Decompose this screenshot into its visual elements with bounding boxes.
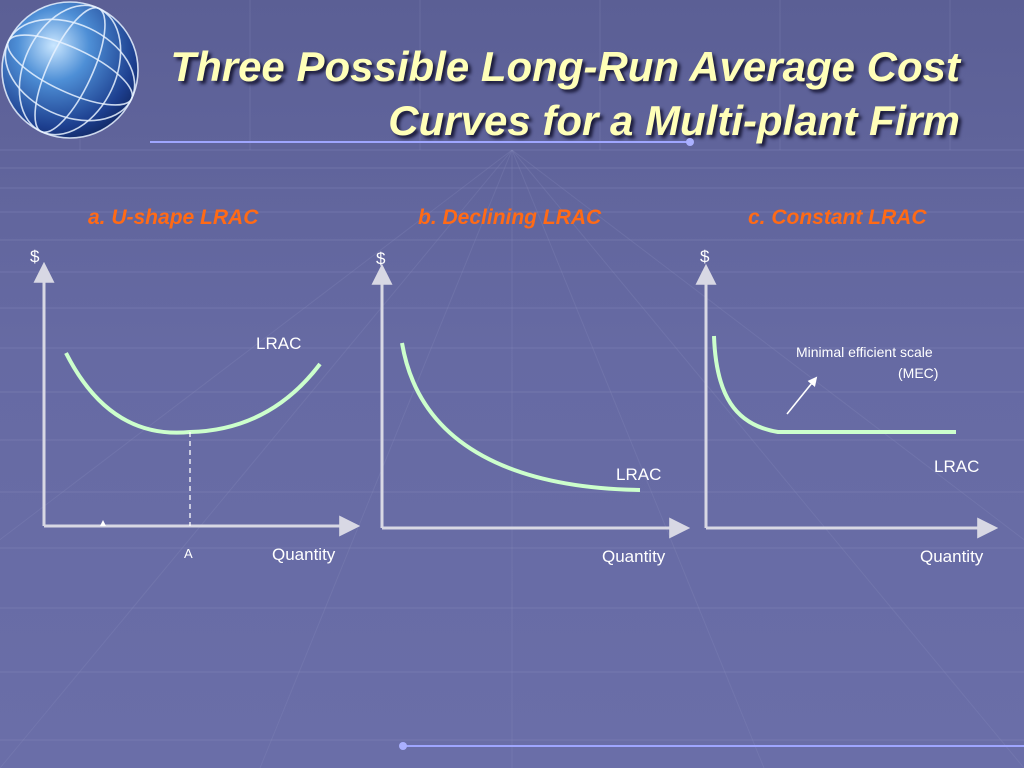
title-line-1: Three Possible Long-Run Average Cost <box>170 43 960 90</box>
panel-a-curve-label: LRAC <box>256 334 301 353</box>
title-line-2: Curves for a Multi-plant Firm <box>388 97 960 144</box>
panel-a-lrac-curve <box>64 352 322 435</box>
panel-b-lrac-curve <box>400 342 641 492</box>
panel-c: $ Minimal efficient scale (MEC) LRAC Qua… <box>695 247 999 566</box>
panel-c-y-label: $ <box>700 247 710 266</box>
panel-a-axis-tick <box>100 520 106 526</box>
globe-icon <box>1 1 139 139</box>
panel-c-x-label: Quantity <box>920 547 984 566</box>
panel-a-label: a. U-shape LRAC <box>88 206 259 229</box>
panel-b-y-label: $ <box>376 249 386 268</box>
panel-b-curve-label: LRAC <box>616 465 661 484</box>
panel-b-label: b. Declining LRAC <box>418 206 602 229</box>
slide-title: Three Possible Long-Run Average Cost Cur… <box>80 40 960 148</box>
panel-c-label: c. Constant LRAC <box>748 206 927 229</box>
mec-annotation-line-2: (MEC) <box>898 365 938 381</box>
panel-b: $ LRAC Quantity <box>371 249 691 566</box>
title-underline-dot <box>686 138 694 146</box>
panel-a-tick-label: A <box>184 546 193 561</box>
panel-c-curve-label: LRAC <box>934 457 979 476</box>
mec-arrow <box>786 376 818 415</box>
panel-c-lrac-curve <box>712 335 956 434</box>
footer-line-dot <box>399 742 407 750</box>
panel-a: $ LRAC A Quantity <box>30 247 361 564</box>
panel-a-x-label: Quantity <box>272 545 336 564</box>
mec-annotation-line-1: Minimal efficient scale <box>796 344 933 360</box>
panel-a-y-label: $ <box>30 247 40 266</box>
panel-b-x-label: Quantity <box>602 547 666 566</box>
